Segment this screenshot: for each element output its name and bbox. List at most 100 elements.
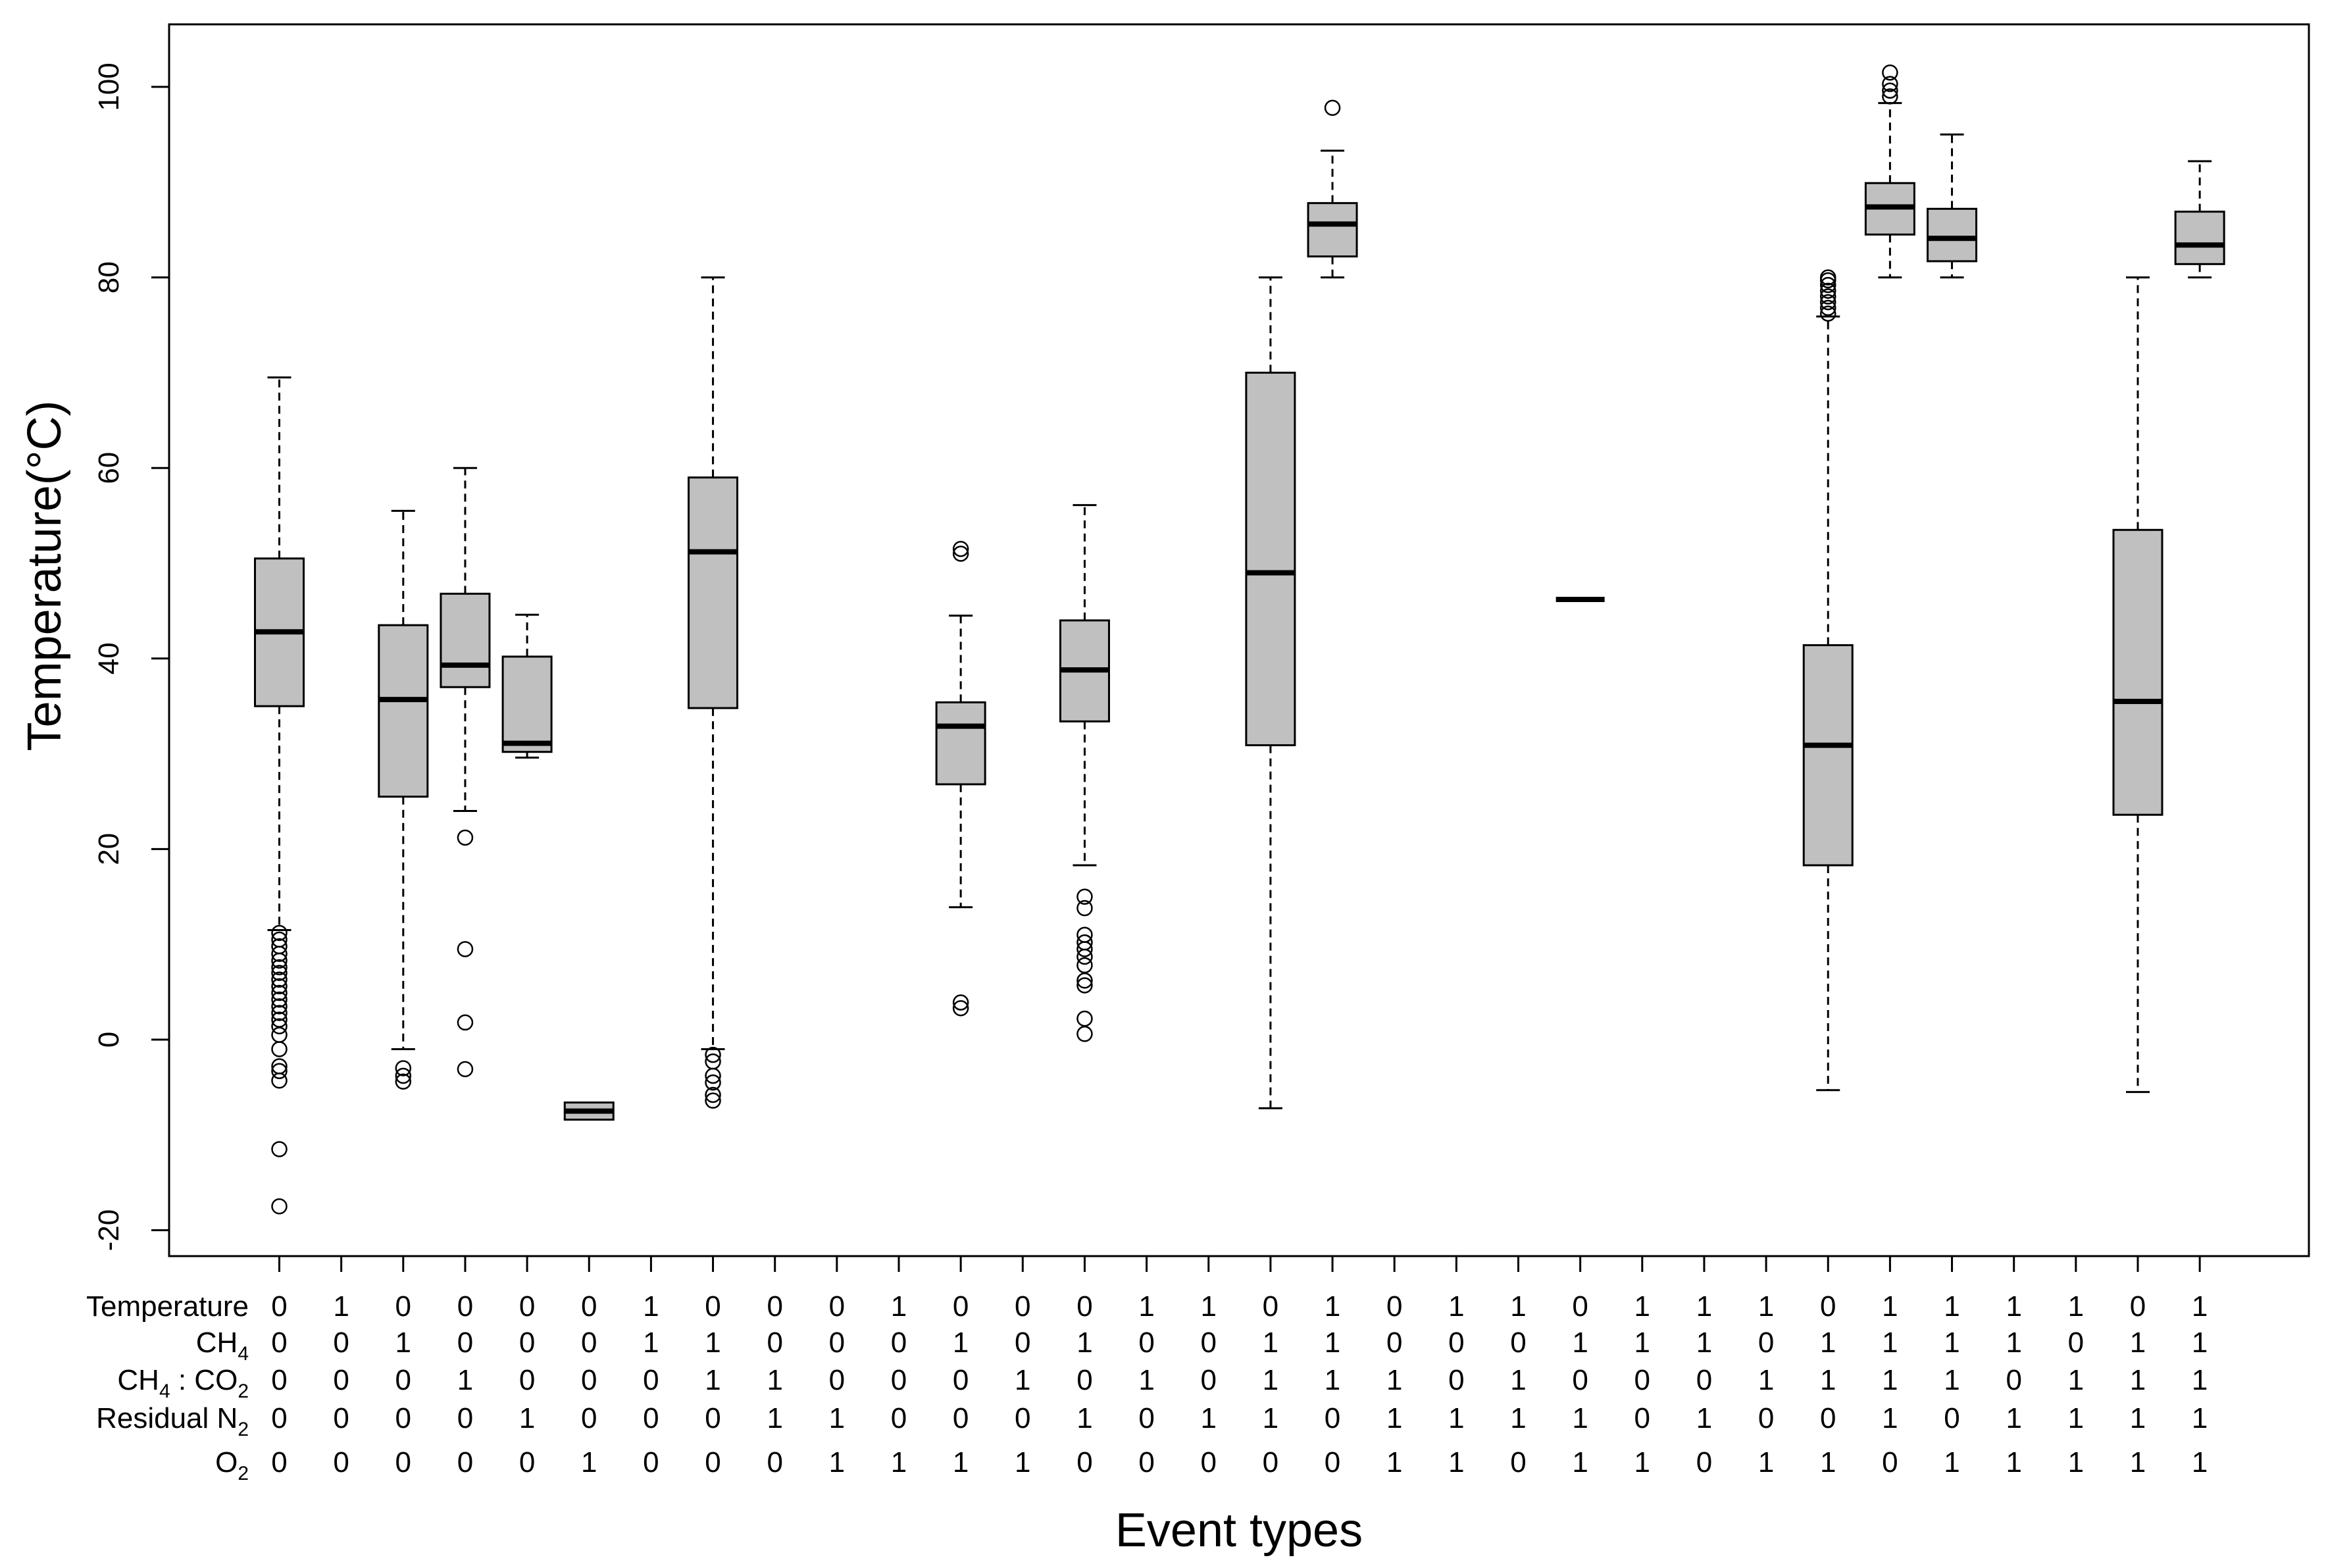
code-cell: 1 bbox=[1820, 1446, 1836, 1479]
iqr-box bbox=[1802, 644, 1854, 867]
code-cell: 0 bbox=[1758, 1402, 1774, 1434]
row-label-o2: O2 bbox=[215, 1446, 249, 1484]
code-cell: 1 bbox=[1634, 1290, 1650, 1323]
code-cell: 0 bbox=[1015, 1402, 1030, 1434]
box-event-5 bbox=[501, 613, 553, 759]
code-cell: 0 bbox=[2130, 1290, 2146, 1323]
code-cell: 0 bbox=[953, 1290, 969, 1323]
code-cell: 0 bbox=[1634, 1364, 1650, 1396]
outlier-point bbox=[705, 1086, 721, 1103]
code-cell: 0 bbox=[333, 1446, 349, 1479]
code-cell: 1 bbox=[1696, 1402, 1712, 1434]
code-cell: 1 bbox=[2068, 1290, 2084, 1323]
y-tick-label: 60 bbox=[93, 452, 125, 484]
code-cell: 0 bbox=[395, 1402, 411, 1434]
code-cell: 0 bbox=[1758, 1327, 1774, 1359]
code-cell: 1 bbox=[1325, 1290, 1340, 1323]
iqr-box bbox=[440, 592, 491, 688]
outlier-point bbox=[271, 1005, 288, 1021]
code-cell: 0 bbox=[333, 1402, 349, 1434]
outlier-point bbox=[1820, 293, 1836, 311]
outlier-point bbox=[271, 984, 288, 1001]
iqr-box bbox=[1307, 202, 1358, 258]
code-cell: 0 bbox=[519, 1446, 535, 1479]
code-cell: 0 bbox=[1076, 1446, 1092, 1479]
code-cell: 1 bbox=[953, 1327, 969, 1359]
y-tick-label: 80 bbox=[93, 261, 125, 293]
code-cell: 1 bbox=[1386, 1364, 1402, 1396]
code-cell: 0 bbox=[767, 1327, 782, 1359]
code-cell: 0 bbox=[1944, 1402, 1959, 1434]
outlier-point bbox=[1882, 88, 1898, 105]
code-cell: 1 bbox=[829, 1402, 845, 1434]
outlier-point bbox=[457, 1061, 474, 1078]
outlier-point bbox=[1076, 941, 1093, 957]
code-cell: 0 bbox=[1325, 1446, 1340, 1479]
outlier-point bbox=[271, 959, 288, 976]
iqr-box bbox=[2112, 528, 2163, 816]
code-cell: 1 bbox=[1696, 1290, 1712, 1323]
code-cell: 0 bbox=[891, 1402, 907, 1434]
box-event-32 bbox=[2174, 160, 2225, 279]
outlier-point bbox=[1820, 305, 1836, 322]
code-cell: 0 bbox=[519, 1327, 535, 1359]
code-cell: 0 bbox=[1325, 1402, 1340, 1434]
code-cell: 1 bbox=[1448, 1290, 1464, 1323]
outlier-point bbox=[1820, 282, 1836, 299]
code-cell: 0 bbox=[395, 1446, 411, 1479]
code-cell: 0 bbox=[705, 1290, 721, 1323]
outlier-point bbox=[1076, 1026, 1093, 1042]
code-cell: 0 bbox=[457, 1327, 473, 1359]
code-cell: 1 bbox=[1820, 1364, 1836, 1396]
code-cell: 1 bbox=[1572, 1402, 1588, 1434]
code-cell: 0 bbox=[953, 1364, 969, 1396]
outlier-point bbox=[705, 1067, 721, 1084]
outlier-point bbox=[271, 998, 288, 1015]
code-cell: 0 bbox=[2068, 1327, 2084, 1359]
outlier-point bbox=[1882, 82, 1898, 99]
code-cell: 0 bbox=[1882, 1446, 1898, 1479]
code-cell: 1 bbox=[1386, 1446, 1402, 1479]
outlier-point bbox=[271, 1198, 288, 1215]
outlier-point bbox=[705, 1074, 721, 1091]
outlier-point bbox=[1820, 288, 1836, 305]
code-cell: 1 bbox=[2068, 1446, 2084, 1479]
outlier-point bbox=[1076, 888, 1093, 905]
box-event-8 bbox=[688, 276, 739, 1109]
outlier-point bbox=[457, 1014, 474, 1031]
code-cell: 1 bbox=[643, 1290, 659, 1323]
code-cell: 1 bbox=[1634, 1327, 1650, 1359]
iqr-box bbox=[1927, 207, 1978, 263]
code-cell: 1 bbox=[1572, 1446, 1588, 1479]
code-cell: 0 bbox=[271, 1364, 287, 1396]
code-cell: 0 bbox=[271, 1446, 287, 1479]
outlier-point bbox=[952, 545, 969, 562]
code-cell: 0 bbox=[1572, 1290, 1588, 1323]
x-axis-label: Event types bbox=[1115, 1504, 1363, 1557]
code-cell: 1 bbox=[1820, 1327, 1836, 1359]
outlier-point bbox=[395, 1067, 412, 1084]
y-tick-label: 100 bbox=[93, 63, 125, 111]
code-cell: 0 bbox=[891, 1364, 907, 1396]
code-cell: 0 bbox=[1201, 1327, 1217, 1359]
box-event-1 bbox=[254, 376, 305, 1215]
code-cell: 1 bbox=[1201, 1290, 1217, 1323]
code-cell: 1 bbox=[1325, 1364, 1340, 1396]
code-cell: 0 bbox=[1263, 1290, 1278, 1323]
iqr-box bbox=[935, 701, 986, 786]
code-cell: 0 bbox=[891, 1327, 907, 1359]
code-cell: 0 bbox=[829, 1327, 845, 1359]
outlier-point bbox=[271, 1041, 288, 1057]
code-cell: 0 bbox=[457, 1402, 473, 1434]
box-event-3 bbox=[378, 509, 429, 1090]
code-cell: 1 bbox=[1572, 1327, 1588, 1359]
code-cell: 1 bbox=[1448, 1402, 1464, 1434]
code-cell: 1 bbox=[2006, 1446, 2021, 1479]
code-cell: 1 bbox=[1882, 1327, 1898, 1359]
code-cell: 1 bbox=[333, 1290, 349, 1323]
code-cell: 1 bbox=[519, 1402, 535, 1434]
outlier-point bbox=[271, 1141, 288, 1157]
code-cell: 1 bbox=[705, 1364, 721, 1396]
code-cell: 1 bbox=[1758, 1364, 1774, 1396]
